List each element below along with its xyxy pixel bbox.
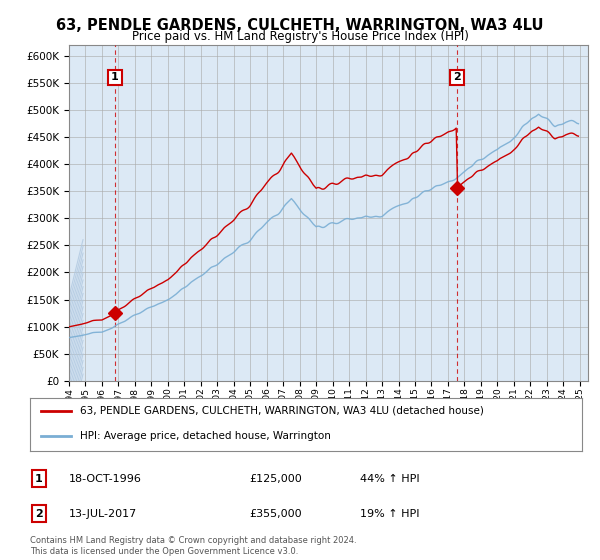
Text: £355,000: £355,000 <box>249 508 302 519</box>
Text: 63, PENDLE GARDENS, CULCHETH, WARRINGTON, WA3 4LU (detached house): 63, PENDLE GARDENS, CULCHETH, WARRINGTON… <box>80 406 484 416</box>
Text: 19% ↑ HPI: 19% ↑ HPI <box>360 508 419 519</box>
Text: Contains HM Land Registry data © Crown copyright and database right 2024.
This d: Contains HM Land Registry data © Crown c… <box>30 536 356 556</box>
Text: HPI: Average price, detached house, Warrington: HPI: Average price, detached house, Warr… <box>80 431 331 441</box>
Text: 2: 2 <box>453 72 461 82</box>
Text: Price paid vs. HM Land Registry's House Price Index (HPI): Price paid vs. HM Land Registry's House … <box>131 30 469 43</box>
Text: £125,000: £125,000 <box>249 474 302 484</box>
Text: 18-OCT-1996: 18-OCT-1996 <box>69 474 142 484</box>
Text: 2: 2 <box>35 508 43 519</box>
Text: 13-JUL-2017: 13-JUL-2017 <box>69 508 137 519</box>
Text: 44% ↑ HPI: 44% ↑ HPI <box>360 474 419 484</box>
Text: 1: 1 <box>35 474 43 484</box>
Text: 63, PENDLE GARDENS, CULCHETH, WARRINGTON, WA3 4LU: 63, PENDLE GARDENS, CULCHETH, WARRINGTON… <box>56 18 544 34</box>
Text: 1: 1 <box>111 72 119 82</box>
